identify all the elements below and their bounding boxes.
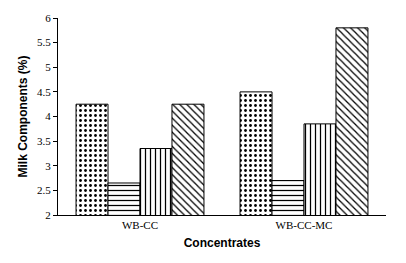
svg-text:WB-CC-MC: WB-CC-MC	[276, 219, 333, 231]
svg-text:5.5: 5.5	[37, 36, 51, 48]
svg-text:2.5: 2.5	[37, 184, 51, 196]
svg-text:4.5: 4.5	[37, 86, 51, 98]
svg-text:5: 5	[45, 61, 51, 73]
svg-text:3.5: 3.5	[37, 135, 51, 147]
svg-text:Milk Components (%): Milk Components (%)	[16, 55, 30, 177]
svg-text:Concentrates: Concentrates	[184, 236, 261, 250]
svg-text:4: 4	[45, 110, 51, 122]
svg-text:WB-CC: WB-CC	[122, 219, 158, 231]
svg-text:3: 3	[45, 160, 51, 172]
svg-text:6: 6	[45, 12, 51, 24]
svg-text:2: 2	[45, 209, 51, 221]
